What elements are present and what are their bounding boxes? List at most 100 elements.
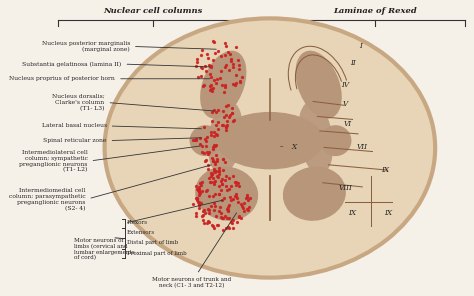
Point — [225, 50, 232, 55]
Point — [192, 213, 200, 218]
Point — [229, 174, 237, 179]
Point — [220, 90, 228, 95]
Point — [207, 174, 215, 179]
Point — [232, 183, 239, 188]
Point — [209, 146, 217, 151]
Point — [219, 109, 227, 114]
Ellipse shape — [298, 101, 333, 174]
Point — [246, 196, 254, 200]
Point — [195, 192, 203, 197]
Text: Nucleus proprius of posterior horn: Nucleus proprius of posterior horn — [9, 76, 210, 81]
Point — [205, 208, 212, 213]
Point — [225, 187, 232, 192]
Point — [204, 207, 211, 212]
Point — [213, 76, 220, 81]
Text: Nucleus posterior marginalis
(marginal zone): Nucleus posterior marginalis (marginal z… — [42, 41, 216, 52]
Point — [212, 153, 219, 158]
Point — [211, 179, 219, 184]
Point — [210, 39, 218, 44]
Point — [209, 172, 216, 177]
Point — [225, 175, 232, 180]
Point — [208, 119, 216, 123]
Point — [199, 213, 207, 218]
Point — [243, 194, 251, 199]
Point — [233, 196, 241, 200]
Point — [219, 168, 227, 173]
Point — [245, 198, 252, 202]
Point — [203, 221, 210, 226]
Text: Intermediolateral cell
column; sympathetic
preganglionic neurons
(T1- L2): Intermediolateral cell column; sympathet… — [19, 146, 200, 173]
Point — [192, 184, 200, 189]
Point — [219, 157, 227, 161]
Point — [221, 65, 229, 69]
Point — [214, 107, 221, 112]
Point — [209, 155, 216, 160]
Point — [200, 125, 207, 130]
Point — [208, 172, 216, 177]
Point — [205, 62, 213, 67]
Point — [213, 158, 220, 163]
Point — [197, 183, 204, 187]
Point — [195, 190, 203, 194]
Point — [210, 179, 218, 184]
Point — [205, 194, 213, 199]
Text: IX: IX — [383, 209, 392, 217]
Point — [193, 137, 201, 141]
Point — [225, 226, 232, 231]
Point — [244, 192, 251, 197]
Point — [221, 53, 228, 58]
Point — [198, 144, 205, 149]
Point — [206, 83, 213, 88]
Point — [222, 178, 229, 182]
Point — [210, 226, 218, 231]
Point — [209, 86, 217, 91]
Point — [232, 193, 240, 198]
Point — [212, 162, 219, 166]
Point — [214, 175, 221, 179]
Point — [213, 156, 220, 161]
Point — [217, 69, 225, 73]
Point — [225, 202, 233, 207]
Point — [192, 196, 200, 201]
Point — [207, 82, 215, 87]
Point — [196, 136, 203, 140]
Point — [226, 115, 233, 119]
Point — [210, 108, 218, 112]
Point — [214, 49, 221, 53]
Point — [193, 59, 201, 64]
Point — [236, 62, 243, 67]
Point — [236, 79, 244, 84]
Point — [214, 119, 222, 124]
Ellipse shape — [283, 167, 346, 221]
Point — [210, 134, 218, 139]
Point — [212, 80, 219, 85]
Point — [219, 228, 227, 232]
Point — [197, 74, 205, 78]
Point — [193, 57, 201, 62]
Point — [229, 65, 237, 70]
Point — [194, 188, 201, 192]
Point — [232, 81, 240, 86]
Point — [229, 197, 237, 202]
Text: Laminae of Rexed: Laminae of Rexed — [333, 7, 417, 15]
Point — [202, 158, 210, 163]
Point — [218, 216, 225, 221]
Point — [210, 145, 217, 149]
Point — [205, 176, 212, 181]
Point — [195, 202, 202, 207]
Point — [236, 213, 243, 218]
Point — [211, 160, 219, 165]
Point — [224, 207, 232, 212]
Point — [210, 207, 218, 212]
Point — [210, 158, 217, 163]
Point — [232, 192, 240, 196]
Point — [219, 216, 227, 221]
Point — [203, 134, 210, 139]
Point — [221, 83, 229, 88]
Point — [207, 86, 215, 91]
Point — [212, 110, 219, 115]
Point — [224, 123, 231, 128]
Point — [225, 216, 233, 221]
Ellipse shape — [216, 112, 324, 169]
Point — [214, 127, 222, 131]
